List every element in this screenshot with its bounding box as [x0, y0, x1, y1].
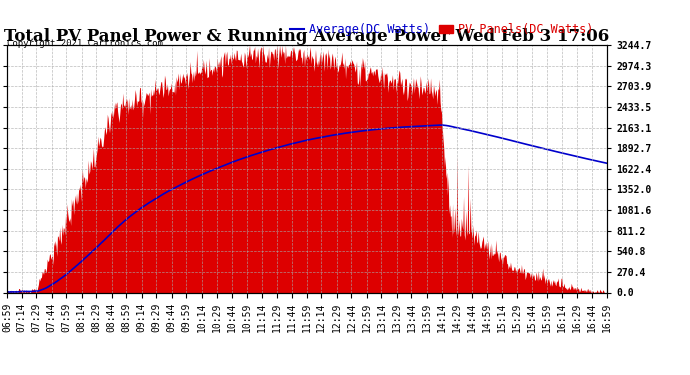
Legend: Average(DC Watts), PV Panels(DC Watts): Average(DC Watts), PV Panels(DC Watts) — [285, 19, 598, 41]
Title: Total PV Panel Power & Running Average Power Wed Feb 3 17:06: Total PV Panel Power & Running Average P… — [4, 28, 610, 45]
Text: Copyright 2021 Cartronics.com: Copyright 2021 Cartronics.com — [7, 39, 163, 48]
